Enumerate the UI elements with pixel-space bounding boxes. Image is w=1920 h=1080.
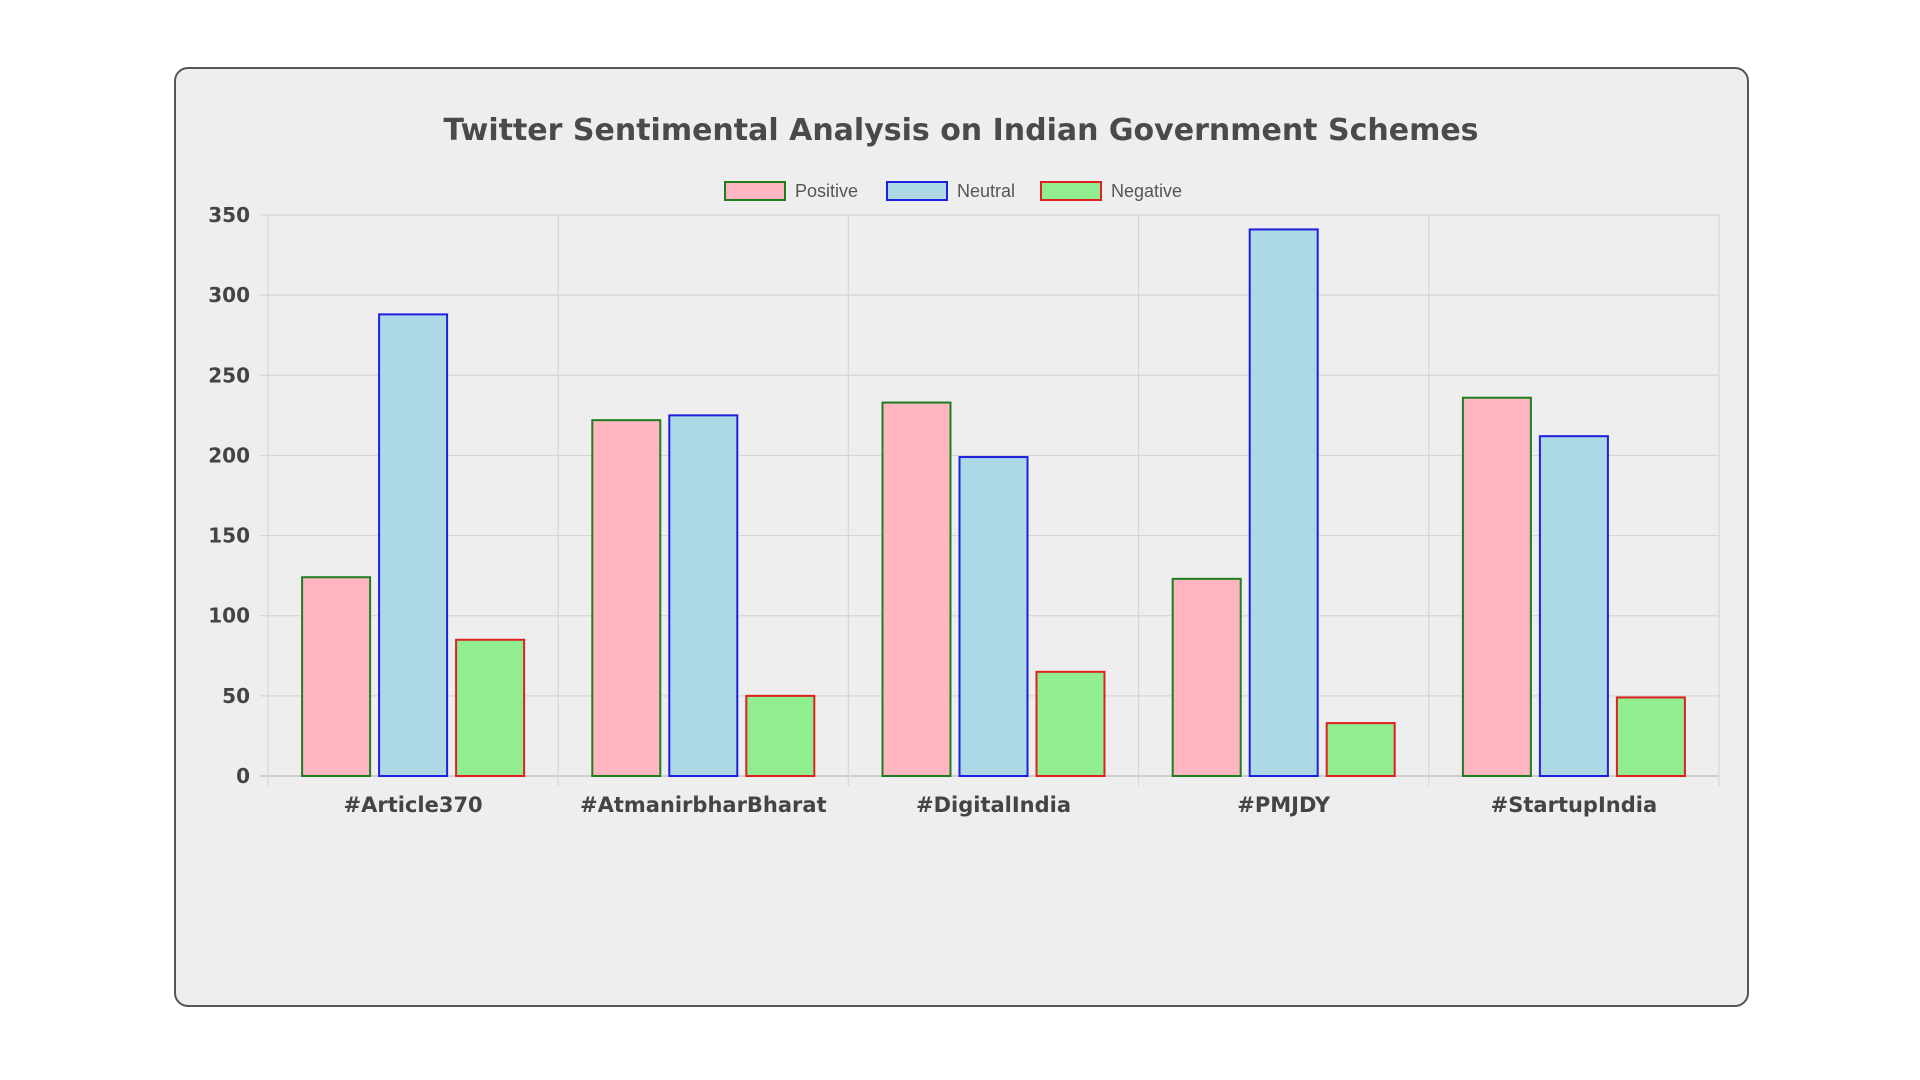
bar-positive[interactable] [301, 576, 372, 778]
legend-label-positive[interactable]: Positive [795, 181, 858, 201]
bar-positive[interactable] [591, 419, 662, 777]
legend-swatch-positive[interactable] [724, 181, 786, 201]
x-tick-label: #AtmanirbharBharat [580, 793, 827, 817]
bar-negative[interactable] [745, 694, 816, 777]
bar-neutral[interactable] [958, 456, 1029, 777]
x-tick-label: #PMJDY [1237, 793, 1331, 817]
x-tick-label: #Article370 [344, 793, 483, 817]
bar-negative[interactable] [455, 638, 526, 777]
y-axis: 0 50 100 150 200 250 300 350 [208, 203, 250, 788]
bar-positive[interactable] [1461, 396, 1532, 777]
bar-neutral[interactable] [668, 414, 739, 777]
y-tick-label: 250 [208, 363, 250, 387]
bar-negative[interactable] [1325, 722, 1396, 777]
bar-positive[interactable] [881, 401, 952, 777]
bar-neutral[interactable] [378, 313, 449, 777]
bar-negative[interactable] [1035, 670, 1106, 777]
y-tick-label: 150 [208, 524, 250, 548]
y-tick-label: 350 [208, 203, 250, 227]
legend-swatch-negative[interactable] [1040, 181, 1102, 201]
y-tick-label: 100 [208, 604, 250, 628]
y-tick-label: 300 [208, 283, 250, 307]
bars [301, 228, 1686, 778]
y-tick-label: 0 [236, 764, 250, 788]
x-tick-label: #DigitalIndia [916, 793, 1071, 817]
y-tick-label: 200 [208, 443, 250, 467]
bar-neutral[interactable] [1538, 435, 1609, 777]
bar-neutral[interactable] [1248, 228, 1319, 777]
y-tick-label: 50 [222, 684, 250, 708]
legend-swatch-neutral[interactable] [886, 181, 948, 201]
x-tick-label: #StartupIndia [1491, 793, 1657, 817]
legend: Positive Neutral Negative [724, 181, 1182, 201]
legend-label-negative[interactable]: Negative [1111, 181, 1182, 201]
x-axis: #Article370 #AtmanirbharBharat #DigitalInd… [344, 793, 1658, 817]
bar-positive[interactable] [1171, 577, 1242, 777]
legend-label-neutral[interactable]: Neutral [957, 181, 1015, 201]
bar-negative[interactable] [1615, 696, 1686, 778]
chart-title: Twitter Sentimental Analysis on Indian G… [443, 113, 1478, 148]
